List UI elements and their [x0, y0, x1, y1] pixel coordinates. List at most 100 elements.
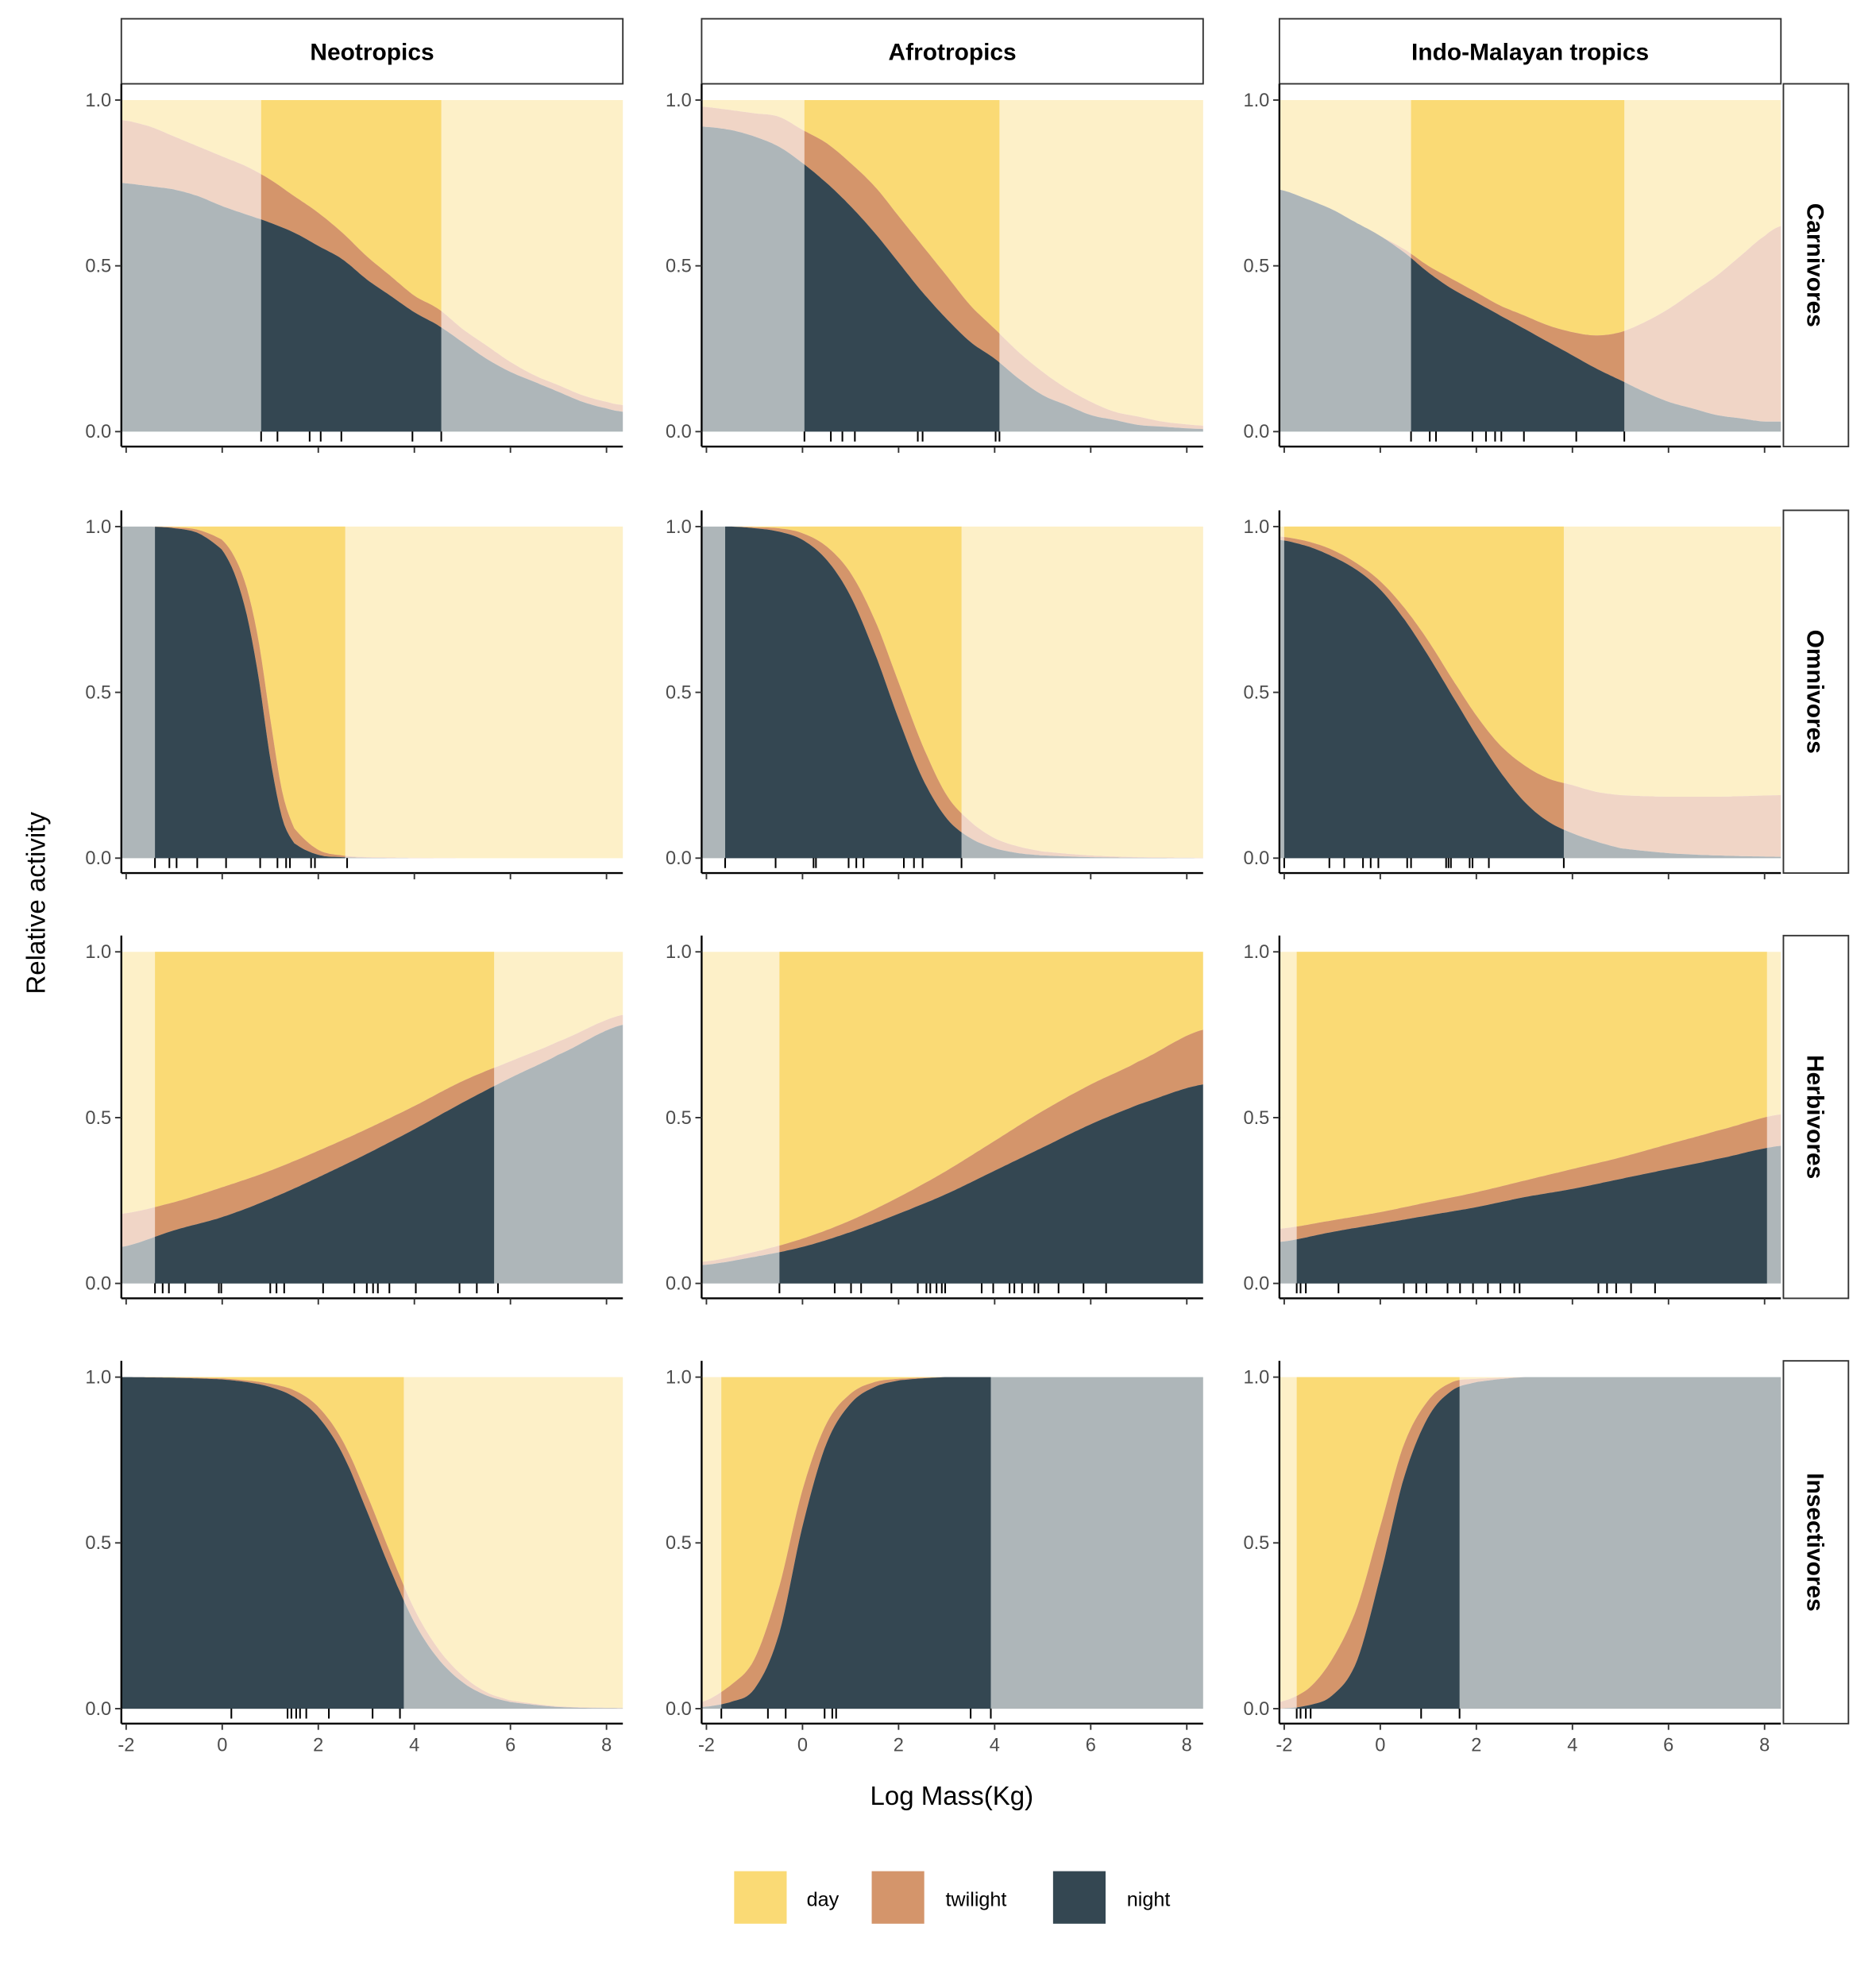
strip-column-2 — [1278, 17, 1782, 85]
day-area — [725, 526, 962, 813]
legend-key-night — [1052, 1871, 1106, 1924]
legend-key-twilight — [871, 1871, 924, 1924]
panel-afrotropics-herbivores: 0.0 0.5 1.0 — [666, 935, 1203, 1305]
y-tick-label: 0.0 — [666, 1274, 692, 1295]
observed-range — [1283, 526, 1564, 859]
y-tick-label: 1.0 — [1243, 91, 1269, 111]
x-tick-label: 0 — [797, 1735, 808, 1756]
y-tick-label: 0.5 — [1243, 682, 1269, 703]
twilight-area — [804, 130, 1000, 363]
y-tick-label: 0.0 — [1243, 1699, 1269, 1720]
night-area — [779, 1084, 1203, 1284]
strip-label-column: Neotropics — [310, 40, 434, 66]
y-tick-label: 0.0 — [666, 1699, 692, 1720]
y-tick-label: 1.0 — [1243, 942, 1269, 963]
x-tick-label: 0 — [1375, 1735, 1385, 1756]
y-tick-label: 0.5 — [666, 682, 692, 703]
x-tick-label: -2 — [1276, 1735, 1292, 1756]
x-tick-label: 2 — [1471, 1735, 1481, 1756]
strip-row-0 — [1782, 83, 1850, 448]
y-tick-label: 0.0 — [1243, 1274, 1269, 1295]
y-tick-label: 0.0 — [1243, 422, 1269, 442]
observed-range — [155, 526, 345, 859]
observed-range — [121, 1377, 404, 1709]
strip-column-1 — [701, 17, 1204, 85]
y-tick-label: 0.5 — [666, 257, 692, 277]
panel-indo-malayan-tropics-omnivores: 0.0 0.5 1.0 — [1243, 510, 1781, 879]
strip-label-row: Insectivores — [1801, 1473, 1828, 1612]
day-area-outside-range — [121, 526, 623, 859]
twilight-area — [721, 1377, 991, 1705]
y-tick-label: 1.0 — [666, 1367, 692, 1388]
twilight-area — [779, 1029, 1203, 1253]
day-area — [121, 1377, 404, 1586]
panel-indo-malayan-tropics-carnivores: 0.0 0.5 1.0 — [1243, 83, 1781, 454]
legend-label-twilight: twilight — [945, 1889, 1006, 1911]
strip-label-row: Carnivores — [1801, 203, 1828, 327]
night-area — [1411, 257, 1625, 432]
x-tick-label: 6 — [1086, 1735, 1096, 1756]
x-tick-label: 4 — [990, 1735, 1000, 1756]
y-tick-label: 0.0 — [85, 422, 111, 442]
strip-label-column: Afrotropics — [889, 40, 1017, 66]
day-area — [1283, 526, 1564, 783]
legend-key-day — [734, 1871, 787, 1924]
strip-row-2 — [1782, 934, 1850, 1300]
strip-column-0 — [120, 17, 624, 85]
night-area — [261, 219, 442, 432]
night-area — [155, 1086, 495, 1284]
y-tick-label: 0.5 — [85, 682, 111, 703]
x-tick-label: -2 — [118, 1735, 134, 1756]
y-tick-label: 1.0 — [1243, 517, 1269, 538]
twilight-area — [725, 526, 962, 832]
twilight-area — [1296, 1380, 1460, 1708]
strip-label-column: Indo-Malayan tropics — [1411, 40, 1649, 66]
day-area — [261, 99, 442, 311]
day-area — [1296, 952, 1767, 1227]
y-tick-label: 0.5 — [666, 1108, 692, 1129]
twilight-area — [121, 1377, 404, 1601]
x-tick-label: -2 — [698, 1735, 715, 1756]
night-area — [121, 1377, 404, 1709]
y-tick-label: 0.0 — [666, 422, 692, 442]
day-area — [721, 1377, 991, 1693]
twilight-area-outside-range — [1279, 189, 1781, 422]
y-tick-label: 0.5 — [85, 1108, 111, 1129]
x-tick-label: 6 — [1663, 1735, 1673, 1756]
day-area — [1296, 1377, 1460, 1696]
day-area — [779, 952, 1203, 1246]
panel-afrotropics-insectivores: 0.0 0.5 1.0 -2 0 2 4 6 8 — [666, 1361, 1203, 1756]
day-area — [155, 526, 345, 856]
observed-range — [1296, 1377, 1460, 1709]
observed-range — [261, 99, 442, 432]
y-tick-label: 0.0 — [85, 1699, 111, 1720]
panel-indo-malayan-tropics-herbivores: 0.0 0.5 1.0 — [1243, 935, 1781, 1305]
y-tick-label: 0.5 — [85, 1533, 111, 1554]
y-tick-label: 0.0 — [85, 848, 111, 869]
x-tick-label: 2 — [894, 1735, 904, 1756]
legend-label-day: day — [807, 1889, 840, 1911]
panel-afrotropics-carnivores: 0.0 0.5 1.0 — [666, 83, 1203, 454]
twilight-area — [1411, 253, 1625, 382]
x-tick-label: 6 — [505, 1735, 515, 1756]
observed-range — [721, 1377, 991, 1709]
x-tick-label: 8 — [1182, 1735, 1192, 1756]
y-tick-label: 0.5 — [85, 257, 111, 277]
observed-range — [804, 99, 1000, 432]
night-area — [1296, 1386, 1460, 1709]
x-tick-label: 0 — [217, 1735, 227, 1756]
day-area — [155, 952, 495, 1207]
panel-neotropics-insectivores: 0.0 0.5 1.0 -2 0 2 4 6 8 — [85, 1361, 623, 1756]
night-area — [725, 526, 962, 859]
panel-indo-malayan-tropics-insectivores: 0.0 0.5 1.0 -2 0 2 4 6 8 — [1243, 1361, 1781, 1756]
y-tick-label: 1.0 — [1243, 1367, 1269, 1388]
y-tick-label: 0.5 — [1243, 1533, 1269, 1554]
x-tick-label: 8 — [601, 1735, 612, 1756]
observed-range — [725, 526, 962, 859]
observed-range — [155, 952, 495, 1284]
y-tick-label: 1.0 — [666, 942, 692, 963]
y-tick-label: 1.0 — [85, 91, 111, 111]
y-tick-label: 0.5 — [1243, 1108, 1269, 1129]
legend-label-night: night — [1127, 1889, 1171, 1911]
